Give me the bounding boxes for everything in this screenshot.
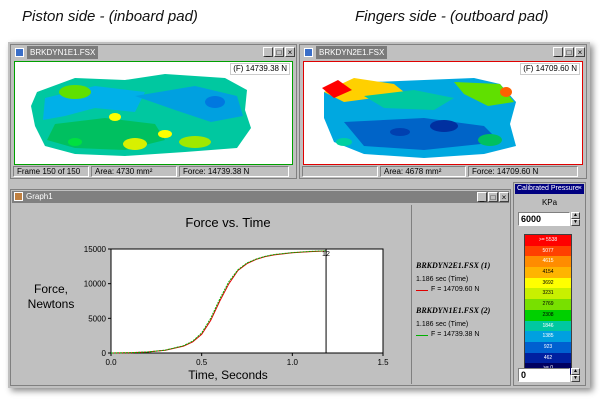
close-button[interactable]: × (285, 47, 295, 57)
minimize-button[interactable]: _ (477, 192, 487, 202)
force-readout: Force: 14709.60 N (468, 166, 578, 177)
y-tick-label: 0 (102, 349, 107, 358)
series-line-2 (110, 250, 327, 354)
force-badge: (F) 14709.60 N (520, 63, 580, 75)
y-axis-label-line-1: Force, (34, 282, 68, 296)
scale-swatch: 923 (525, 341, 571, 353)
legend-time-1: 1.186 sec (Time) (416, 276, 469, 283)
minimize-button[interactable]: _ (553, 47, 563, 57)
graph-titlebar[interactable]: Graph1 _ □ × (12, 191, 509, 203)
y-tick-label: 15000 (84, 245, 107, 254)
graph-legend: BRKDYN2E1.FSX (1) 1.186 sec (Time) F = 1… (411, 205, 509, 384)
scale-swatch: 4615 (525, 256, 571, 268)
graph-window[interactable]: Graph1 _ □ × Force vs. Time 0 5000 10000 150… (10, 189, 511, 386)
pressure-window-2[interactable]: BRKDYN2E1.FSX _ □ × (F) 14709.60 N (299, 44, 587, 179)
window-1-title: BRKDYN1E1.FSX (27, 46, 99, 59)
frame-indicator (302, 166, 378, 177)
plot-pane: Force vs. Time 0 5000 10000 15000 0.0 0.5 1.0 1.… (13, 205, 408, 384)
scale-swatch: 5077 (525, 245, 571, 257)
x-tick-label: 0.0 (105, 358, 117, 367)
pressure-map-2[interactable] (304, 62, 582, 164)
window-1-titlebar[interactable]: BRKDYN1E1.FSX _ □ × (12, 46, 295, 59)
app-icon (304, 48, 313, 57)
legend-value-2: F = 14739.38 N (431, 331, 480, 338)
scale-swatch: 4154 (525, 267, 571, 278)
scale-swatch: 3692 (525, 277, 571, 289)
window-2-statusbar: Area: 4678 mm² Force: 14709.60 N (302, 166, 584, 178)
pressure-title: Calibrated Pressure (517, 185, 579, 192)
y-tick-label: 10000 (84, 280, 107, 289)
scale-swatch: >= 5538 (525, 235, 571, 246)
min-pressure-input[interactable]: 0 (518, 368, 570, 382)
legend-file-1: BRKDYN2E1.FSX (1) (416, 261, 491, 270)
max-pressure-stepper[interactable]: ▲ ▼ (571, 212, 580, 226)
caption-fingers-side: Fingers side - (outboard pad) (355, 8, 549, 25)
pressure-map-frame: (F) 14739.38 N (14, 61, 293, 165)
legend-swatch-1 (416, 290, 428, 291)
chart-title: Force vs. Time (185, 215, 270, 230)
force-badge: (F) 14739.38 N (230, 63, 290, 75)
force-readout: Force: 14739.38 N (179, 166, 289, 177)
close-button[interactable]: × (577, 185, 582, 192)
window-2-titlebar[interactable]: BRKDYN2E1.FSX _ □ × (301, 46, 585, 59)
window-1-statusbar: Frame 150 of 150 Area: 4730 mm² Force: 1… (13, 166, 294, 178)
minimize-button[interactable]: _ (263, 47, 273, 57)
x-axis-label: Time, Seconds (188, 368, 268, 382)
graph-icon (14, 192, 23, 201)
force-time-chart[interactable]: Force vs. Time 0 5000 10000 15000 0.0 0.5 1.0 1.… (13, 205, 408, 384)
legend-time-2: 1.186 sec (Time) (416, 321, 469, 328)
cursor-label: 12 (322, 251, 330, 258)
x-tick-label: 0.5 (196, 358, 208, 367)
pressure-titlebar[interactable]: Calibrated Pressure × (515, 184, 584, 194)
max-pressure-input[interactable]: 6000 (518, 212, 570, 226)
y-axis-label-line-2: Newtons (28, 297, 75, 311)
scale-swatch: 2308 (525, 309, 571, 321)
app-icon (15, 48, 24, 57)
pressure-window-1[interactable]: BRKDYN1E1.FSX _ □ × (F) 14739.38 N Fr (10, 44, 297, 179)
frame-indicator: Frame 150 of 150 (13, 166, 89, 177)
maximize-button[interactable]: □ (488, 192, 498, 202)
close-button[interactable]: × (499, 192, 509, 202)
close-button[interactable]: × (575, 47, 585, 57)
scale-swatch: 1846 (525, 320, 571, 332)
legend-value-1: F = 14709.60 N (431, 286, 480, 293)
area-readout: Area: 4730 mm² (91, 166, 177, 177)
scale-swatch: 1385 (525, 331, 571, 342)
plot-area (110, 248, 384, 354)
legend-swatch-2 (416, 335, 428, 336)
pressure-map-1[interactable] (15, 62, 292, 164)
pressure-map-frame: (F) 14709.60 N (303, 61, 583, 165)
x-tick-label: 1.5 (377, 358, 389, 367)
legend-file-2: BRKDYN1E1.FSX (2) (416, 306, 491, 315)
min-pressure-stepper[interactable]: ▲ ▼ (571, 368, 580, 382)
maximize-button[interactable]: □ (274, 47, 284, 57)
x-tick-label: 1.0 (287, 358, 299, 367)
stepper-down-icon[interactable]: ▼ (571, 219, 580, 226)
application-workspace: BRKDYN1E1.FSX _ □ × (F) 14739.38 N Fr (8, 42, 590, 388)
window-2-title: BRKDYN2E1.FSX (316, 46, 388, 59)
y-tick-label: 5000 (88, 314, 106, 323)
scale-swatch: 462 (525, 352, 571, 364)
area-readout: Area: 4678 mm² (380, 166, 466, 177)
maximize-button[interactable]: □ (564, 47, 574, 57)
scale-swatch: 3231 (525, 288, 571, 300)
pressure-color-scale: >= 5538 5077 4615 4154 3692 3231 2769 2308 1846 1… (524, 234, 572, 375)
stepper-up-icon[interactable]: ▲ (571, 368, 580, 375)
graph-window-title: Graph1 (26, 192, 53, 201)
pressure-unit: KPa (541, 198, 558, 207)
calibrated-pressure-window[interactable]: Calibrated Pressure × KPa 6000 ▲ ▼ >= 55… (513, 182, 586, 386)
scale-swatch: 2769 (525, 299, 571, 310)
caption-piston-side: Piston side - (inboard pad) (22, 8, 198, 25)
stepper-down-icon[interactable]: ▼ (571, 375, 580, 382)
stepper-up-icon[interactable]: ▲ (571, 212, 580, 219)
